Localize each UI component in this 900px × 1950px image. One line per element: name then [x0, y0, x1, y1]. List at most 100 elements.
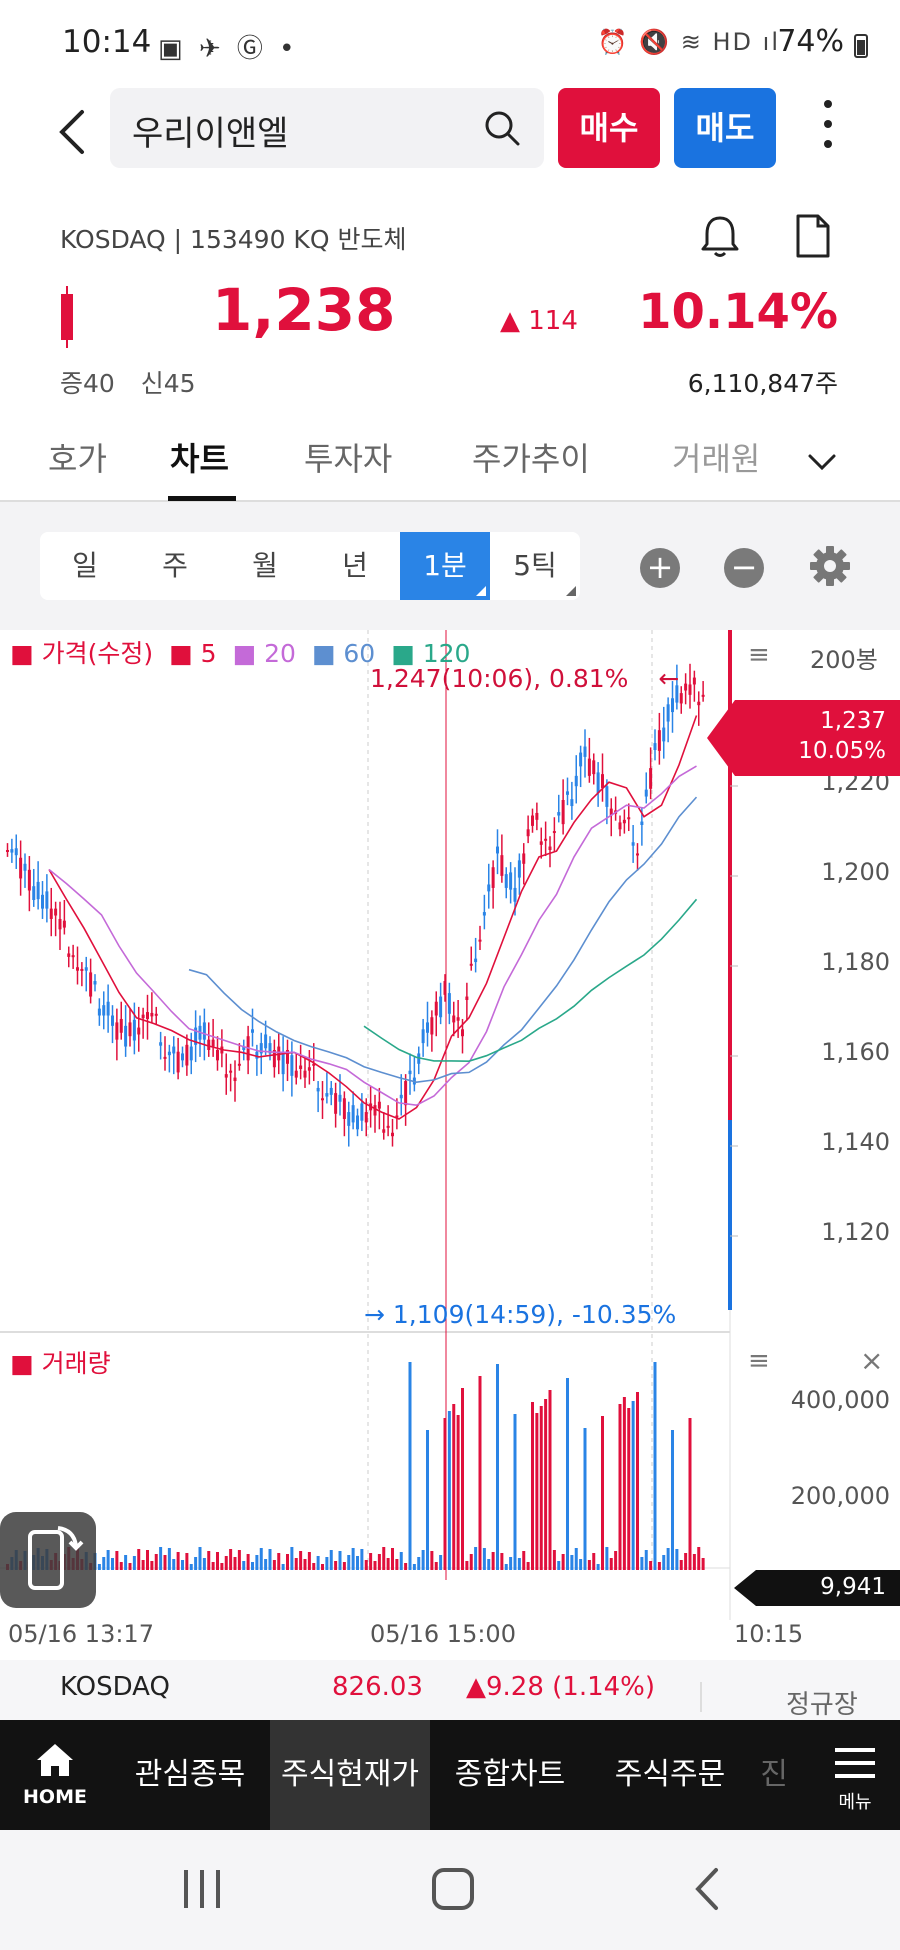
rotate-screen-button[interactable] [0, 1512, 96, 1608]
candle-body [587, 758, 591, 776]
candle-body [671, 698, 674, 713]
candle-body [216, 1050, 219, 1061]
index-ticker[interactable]: KOSDAQ 826.03 ▲9.28 (1.14%) 정규장 [0, 1660, 900, 1720]
status-bar: 10:14 ▣ ✈ Ⓖ • ⏰ 🔇 ≋ HD ıl 74% [0, 0, 900, 86]
volume-bar [566, 1378, 569, 1570]
volume-bar [439, 1555, 443, 1570]
volume-bar [329, 1550, 333, 1570]
candle-body [84, 967, 88, 971]
candle-body [14, 848, 18, 856]
period-5tick[interactable]: 5틱 [490, 532, 580, 600]
volume-bar [185, 1553, 189, 1570]
volume-bar [609, 1558, 613, 1570]
tab-investor[interactable]: 투자자 [304, 440, 393, 478]
chevron-down-icon[interactable] [804, 444, 840, 480]
volume-bar [531, 1402, 534, 1570]
tab-broker[interactable]: 거래원 [672, 440, 761, 478]
volume-bar [557, 1561, 561, 1570]
volume-bar [181, 1560, 184, 1570]
volume-bar [106, 1550, 110, 1570]
more-menu-icon[interactable] [818, 100, 838, 156]
volume-bar [307, 1552, 311, 1570]
nav-order[interactable]: 주식주문 [614, 1757, 726, 1792]
document-icon[interactable] [786, 210, 838, 262]
candle-body [517, 860, 521, 878]
candle-body [478, 939, 482, 942]
bell-icon[interactable] [694, 210, 746, 262]
candle-body [194, 1027, 198, 1045]
candle-body [41, 894, 44, 909]
system-icons: ⏰ 🔇 ≋ HD ıl [597, 28, 780, 56]
candle-body [233, 1077, 237, 1082]
nav-menu[interactable]: 메뉴 [810, 1720, 900, 1830]
volume-bar [132, 1556, 136, 1570]
candle-body [312, 1063, 316, 1066]
candle-body [338, 1094, 342, 1102]
zoom-in-icon[interactable]: + [640, 548, 680, 588]
nav-more[interactable]: 진 [760, 1757, 788, 1792]
period-week[interactable]: 주 [162, 549, 188, 582]
nav-current-price[interactable]: 주식현재가 [270, 1720, 430, 1830]
chart-options-icon[interactable]: ≡ [748, 640, 770, 670]
period-month[interactable]: 월 [252, 549, 278, 582]
volume-bar [544, 1399, 548, 1570]
trade-volume: 6,110,847주 [687, 369, 838, 398]
candle-body [609, 808, 613, 816]
zoom-out-icon[interactable]: − [724, 548, 764, 588]
volume-bar [465, 1561, 469, 1570]
volume-bar [640, 1557, 644, 1570]
tab-price-trend[interactable]: 주가추이 [472, 440, 590, 478]
tab-orderbook[interactable]: 호가 [48, 440, 107, 478]
home-button-icon[interactable] [432, 1868, 474, 1910]
candle-body [434, 1001, 438, 1016]
period-year[interactable]: 년 [342, 549, 368, 582]
candle-body [106, 1001, 110, 1016]
back-nav-icon[interactable] [695, 1868, 718, 1910]
volume-bar [417, 1557, 421, 1570]
chart-plot[interactable]: ■ 가격(수정) ■ 5 ■ 20 ■ 60 ■ 120 1,247(10:06… [0, 630, 900, 1680]
hamburger-icon [835, 1748, 875, 1778]
y-tick: 1,200 [821, 858, 890, 886]
volume-bar [268, 1549, 272, 1570]
nav-chart[interactable]: 종합차트 [454, 1757, 566, 1792]
candle-body [399, 1094, 403, 1099]
volume-bar [237, 1550, 241, 1570]
app-header: 우리이앤엘 매수 매도 [0, 86, 900, 196]
candle-body [154, 1013, 158, 1016]
close-icon[interactable]: × [860, 1344, 884, 1377]
candle-body [640, 821, 644, 825]
candle-body [430, 1017, 434, 1035]
nav-watchlist[interactable]: 관심종목 [134, 1757, 246, 1792]
volume-bar [334, 1561, 338, 1570]
volume-bar [364, 1560, 368, 1570]
volume-bar [456, 1415, 460, 1570]
candle-body [58, 918, 62, 930]
volume-bar [548, 1390, 552, 1570]
candle-body [303, 1070, 307, 1078]
candle-body [421, 1029, 425, 1044]
candle-body [688, 684, 692, 695]
volume-bar [461, 1388, 464, 1570]
gear-icon[interactable] [808, 544, 852, 588]
volume-options-icon[interactable]: ≡ [748, 1346, 770, 1376]
back-button[interactable] [50, 100, 96, 164]
volume-title: ■ 거래량 [10, 1349, 111, 1378]
search-icon[interactable] [482, 108, 522, 148]
nav-home[interactable]: HOME [0, 1720, 110, 1830]
sell-button[interactable]: 매도 [674, 88, 776, 168]
buy-button[interactable]: 매수 [558, 88, 660, 168]
tab-chart[interactable]: 차트 [170, 440, 229, 478]
candle-body [535, 812, 539, 820]
volume-bar [111, 1558, 114, 1570]
period-day[interactable]: 일 [72, 549, 98, 582]
recent-apps-icon[interactable] [184, 1870, 220, 1908]
volume-bar [478, 1376, 482, 1570]
volume-bar [666, 1548, 670, 1570]
volume-bar [281, 1564, 285, 1570]
active-tab-indicator [168, 496, 236, 501]
volume-bar [509, 1557, 513, 1570]
period-1min[interactable]: 1분 [400, 532, 490, 600]
candle-body [636, 853, 639, 856]
rotate-icon [28, 1526, 84, 1590]
stock-search-box[interactable]: 우리이앤엘 [110, 88, 544, 168]
